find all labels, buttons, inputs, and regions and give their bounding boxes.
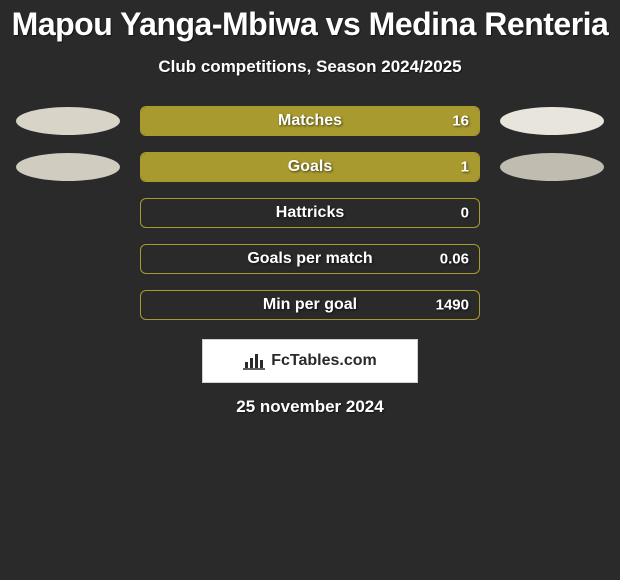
stat-value: 0.06 [440,251,469,268]
stat-label: Matches [278,112,342,130]
player-right-ellipse [500,153,604,181]
stat-bar: Hattricks 0 [140,198,480,228]
date-label: 25 november 2024 [0,397,620,417]
stat-row: Matches 16 [0,105,620,137]
source-badge: FcTables.com [202,339,418,383]
bar-chart-icon [243,352,265,370]
stat-row: Goals per match 0.06 [0,243,620,275]
stats-list: Matches 16 Goals 1 Hattricks 0 Goals per match… [0,105,620,321]
stat-row: Min per goal 1490 [0,289,620,321]
page-title: Mapou Yanga-Mbiwa vs Medina Renteria [0,6,620,43]
stat-value: 16 [452,113,469,130]
stat-row: Goals 1 [0,151,620,183]
player-left-ellipse [16,107,120,135]
stat-bar: Matches 16 [140,106,480,136]
stat-bar: Min per goal 1490 [140,290,480,320]
stat-label: Hattricks [276,204,344,222]
subtitle: Club competitions, Season 2024/2025 [0,57,620,77]
comparison-infographic: Mapou Yanga-Mbiwa vs Medina Renteria Clu… [0,0,620,417]
stat-label: Goals [288,158,332,176]
stat-label: Min per goal [263,296,357,314]
stat-bar: Goals 1 [140,152,480,182]
stat-label: Goals per match [247,250,372,268]
stat-value: 0 [461,205,469,222]
player-right-ellipse [500,107,604,135]
player-left-ellipse [16,153,120,181]
source-badge-text: FcTables.com [271,352,377,370]
stat-value: 1490 [436,297,469,314]
stat-value: 1 [461,159,469,176]
stat-row: Hattricks 0 [0,197,620,229]
stat-bar: Goals per match 0.06 [140,244,480,274]
